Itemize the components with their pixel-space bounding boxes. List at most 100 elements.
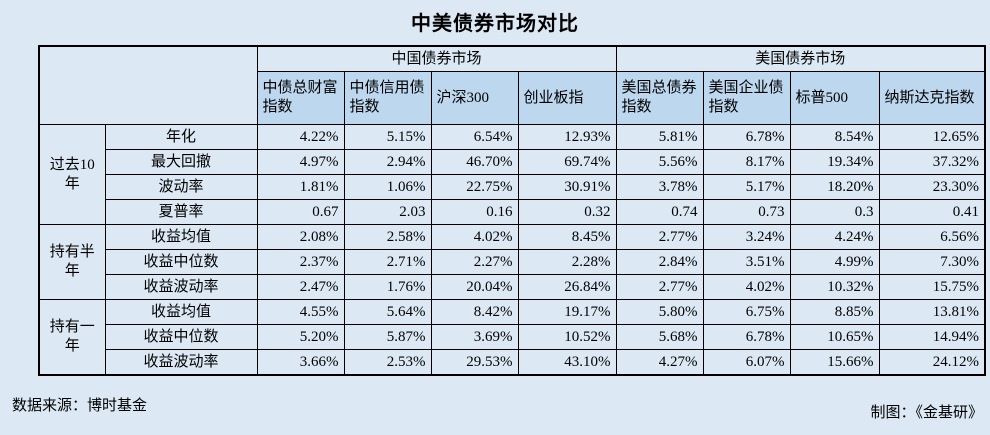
value-cell: 4.24% — [789, 224, 880, 250]
value-cell: 2.37% — [256, 249, 345, 275]
value-cell: 8.42% — [430, 299, 519, 325]
column-header: 美国企业债指数 — [702, 71, 791, 125]
value-cell: 4.97% — [256, 149, 345, 175]
chart-credit-note: 制图：《金基研》 — [870, 405, 983, 421]
value-cell: 6.54% — [430, 124, 519, 150]
value-cell: 12.65% — [878, 124, 986, 150]
group-header-row: 中国债券市场 美国债券市场 — [38, 45, 986, 125]
value-cell: 4.02% — [702, 274, 791, 300]
value-cell: 1.81% — [256, 174, 345, 200]
column-header-row: 中债总财富指数 中债信用债指数 沪深300 创业板指 美国总债券指数 美国企业债… — [39, 71, 986, 125]
column-header: 标普500 — [789, 71, 880, 125]
value-cell: 8.17% — [702, 149, 791, 175]
value-cell: 12.93% — [517, 124, 617, 150]
value-cell: 5.68% — [615, 324, 704, 350]
column-header: 纳斯达克指数 — [878, 71, 986, 125]
value-cell: 15.75% — [878, 274, 986, 300]
row-group-label: 过去10年 — [38, 124, 106, 225]
table-row: 收益中位数 5.20% 5.87% 3.69% 10.52% 5.68% 6.7… — [39, 324, 986, 350]
value-cell: 8.54% — [789, 124, 880, 150]
metric-label: 夏普率 — [104, 199, 258, 225]
metric-label: 年化 — [104, 124, 258, 150]
row-group-label: 持有一年 — [38, 299, 106, 376]
value-cell: 3.24% — [702, 224, 791, 250]
page-title: 中美债券市场对比 — [411, 13, 579, 35]
column-header: 中债总财富指数 — [256, 71, 345, 125]
column-header: 中债信用债指数 — [343, 71, 432, 125]
metric-label: 收益中位数 — [104, 324, 258, 350]
value-cell: 2.58% — [343, 224, 432, 250]
metric-label: 波动率 — [104, 174, 258, 200]
value-cell: 69.74% — [517, 149, 617, 175]
corner-cell — [38, 45, 258, 125]
value-cell: 3.69% — [430, 324, 519, 350]
value-cell: 4.22% — [256, 124, 345, 150]
table-row: 收益波动率 3.66% 2.53% 29.53% 43.10% 4.27% 6.… — [39, 349, 986, 376]
value-cell: 2.53% — [343, 349, 432, 376]
value-cell: 2.77% — [615, 274, 704, 300]
value-cell: 5.64% — [343, 299, 432, 325]
value-cell: 6.78% — [702, 324, 791, 350]
value-cell: 22.75% — [430, 174, 519, 200]
value-cell: 46.70% — [430, 149, 519, 175]
value-cell: 0.74 — [615, 199, 704, 225]
table-row: 收益中位数 2.37% 2.71% 2.27% 2.28% 2.84% 3.51… — [39, 249, 986, 275]
value-cell: 19.17% — [517, 299, 617, 325]
value-cell: 24.12% — [878, 349, 986, 376]
value-cell: 19.34% — [789, 149, 880, 175]
table-row: 持有半年 收益均值 2.08% 2.58% 4.02% 8.45% 2.77% … — [38, 224, 986, 300]
value-cell: 14.94% — [878, 324, 986, 350]
value-cell: 2.84% — [615, 249, 704, 275]
value-cell: 8.45% — [517, 224, 617, 250]
value-cell: 23.30% — [878, 174, 986, 200]
value-cell: 10.52% — [517, 324, 617, 350]
metric-label: 收益均值 — [104, 299, 258, 325]
metric-label: 收益波动率 — [104, 349, 258, 376]
value-cell: 0.67 — [256, 199, 345, 225]
value-cell: 6.56% — [878, 224, 986, 250]
table-row: 持有一年 收益均值 4.55% 5.64% 8.42% 19.17% 5.80%… — [38, 299, 986, 376]
value-cell: 5.81% — [615, 124, 704, 150]
table-row: 波动率 1.81% 1.06% 22.75% 30.91% 3.78% 5.17… — [39, 174, 986, 200]
value-cell: 5.87% — [343, 324, 432, 350]
value-cell: 26.84% — [517, 274, 617, 300]
value-cell: 1.06% — [343, 174, 432, 200]
value-cell: 3.78% — [615, 174, 704, 200]
column-header: 创业板指 — [517, 71, 617, 125]
value-cell: 13.81% — [878, 299, 986, 325]
metric-label: 收益均值 — [104, 224, 258, 250]
value-cell: 4.99% — [789, 249, 880, 275]
value-cell: 5.20% — [256, 324, 345, 350]
table-row: 过去10年 年化 4.22% 5.15% 6.54% 12.93% 5.81% … — [38, 124, 986, 225]
value-cell: 5.80% — [615, 299, 704, 325]
value-cell: 0.3 — [789, 199, 880, 225]
value-cell: 2.94% — [343, 149, 432, 175]
value-cell: 8.85% — [789, 299, 880, 325]
value-cell: 5.17% — [702, 174, 791, 200]
value-cell: 10.32% — [789, 274, 880, 300]
value-cell: 2.27% — [430, 249, 519, 275]
table-row: 夏普率 0.67 2.03 0.16 0.32 0.74 0.73 0.3 0.… — [39, 199, 986, 225]
value-cell: 6.07% — [702, 349, 791, 376]
value-cell: 4.27% — [615, 349, 704, 376]
value-cell: 43.10% — [517, 349, 617, 376]
value-cell: 37.32% — [878, 149, 986, 175]
group-header-us: 美国债券市场 — [615, 45, 986, 72]
value-cell: 3.66% — [256, 349, 345, 376]
value-cell: 2.47% — [256, 274, 345, 300]
value-cell: 15.66% — [789, 349, 880, 376]
value-cell: 6.75% — [702, 299, 791, 325]
table-row: 收益波动率 2.47% 1.76% 20.04% 26.84% 2.77% 4.… — [39, 274, 986, 300]
value-cell: 20.04% — [430, 274, 519, 300]
value-cell: 7.30% — [878, 249, 986, 275]
value-cell: 4.02% — [430, 224, 519, 250]
value-cell: 5.15% — [343, 124, 432, 150]
column-header: 沪深300 — [430, 71, 519, 125]
value-cell: 18.20% — [789, 174, 880, 200]
value-cell: 30.91% — [517, 174, 617, 200]
value-cell: 3.51% — [702, 249, 791, 275]
value-cell: 2.03 — [343, 199, 432, 225]
metric-label: 收益波动率 — [104, 274, 258, 300]
value-cell: 0.32 — [517, 199, 617, 225]
value-cell: 5.56% — [615, 149, 704, 175]
